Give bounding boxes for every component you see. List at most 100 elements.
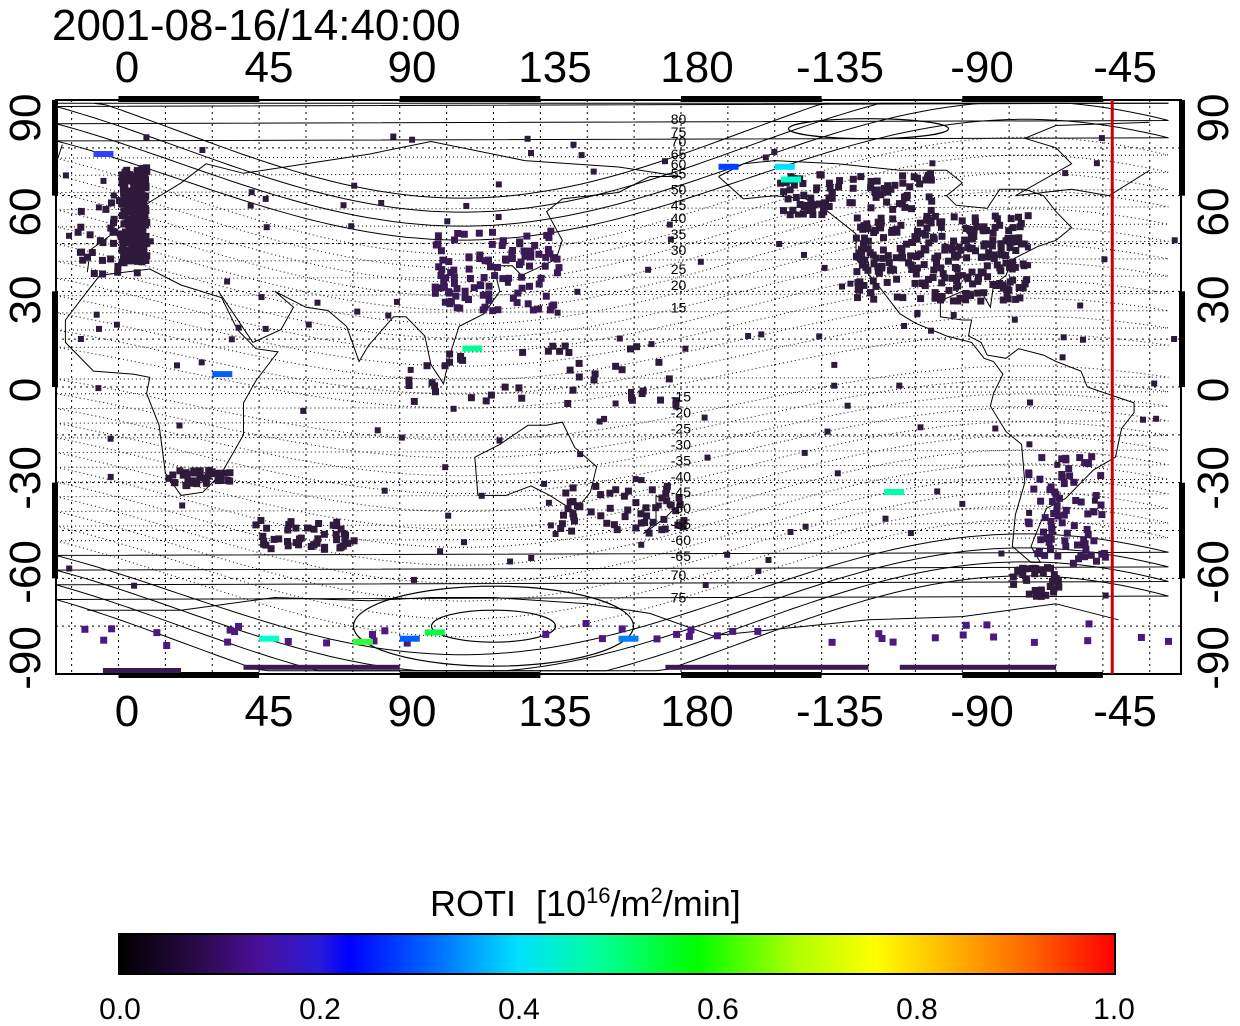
roti-point [518, 273, 526, 281]
roti-point [1031, 587, 1039, 594]
coastline [86, 140, 682, 273]
roti-point [123, 248, 131, 256]
contour-label: 70 [671, 567, 687, 583]
roti-point [556, 347, 564, 355]
roti-point [828, 188, 836, 196]
roti-point [801, 251, 807, 258]
contour-label: 45 [671, 197, 687, 213]
roti-point [853, 214, 861, 222]
roti-point [765, 557, 772, 563]
roti-point [908, 266, 916, 273]
coastline [87, 596, 1119, 637]
contour-label: -15 [671, 389, 691, 405]
roti-point [562, 489, 570, 497]
roti-point [889, 638, 897, 646]
roti-point [235, 622, 242, 630]
roti-point [450, 266, 458, 274]
roti-point [859, 240, 867, 248]
roti-point [924, 174, 931, 182]
roti-point [697, 258, 704, 265]
roti-point [198, 359, 205, 366]
roti-point [1093, 160, 1100, 167]
roti-point [120, 258, 128, 265]
roti-point [799, 180, 807, 187]
roti-point [275, 535, 283, 543]
roti-point [1006, 244, 1014, 251]
roti-point [495, 181, 502, 188]
roti-point [672, 507, 680, 515]
roti-point [1062, 506, 1070, 514]
roti-point [1047, 517, 1055, 525]
roti-point [860, 281, 868, 289]
roti-point [491, 272, 499, 280]
roti-point [918, 229, 926, 237]
bottom-lon-tick-label: -45 [1093, 687, 1157, 736]
bottom-lon-tick-label: 90 [387, 687, 437, 736]
roti-point [925, 193, 933, 201]
roti-point [535, 305, 543, 313]
roti-point [658, 494, 666, 502]
roti-point [997, 244, 1005, 252]
roti-point [381, 627, 389, 635]
timestamp-title: 2001-08-16/14:40:00 [52, 1, 461, 50]
roti-point [1063, 529, 1071, 537]
roti-point [755, 567, 762, 574]
roti-point [569, 386, 577, 394]
roti-point [62, 172, 69, 179]
roti-point [1054, 552, 1062, 560]
roti-point [138, 258, 146, 266]
roti-point [342, 531, 350, 539]
roti-point [142, 176, 149, 184]
roti-point [927, 176, 935, 184]
roti-point [1036, 475, 1044, 483]
contour-label: 40 [671, 210, 687, 226]
roti-point [831, 361, 838, 368]
roti-point [457, 352, 465, 360]
roti-point [938, 279, 946, 287]
roti-point [590, 376, 598, 384]
roti-point [663, 497, 671, 505]
roti-point [857, 173, 865, 181]
roti-point [79, 256, 87, 264]
contour-label: -55 [671, 516, 691, 532]
roti-point [1165, 637, 1172, 645]
top-lon-tick-label: 180 [660, 43, 734, 92]
roti-point [499, 238, 507, 246]
roti-point [1091, 497, 1098, 504]
roti-point [1082, 545, 1090, 553]
roti-point [803, 201, 811, 209]
roti-point [1009, 224, 1017, 232]
roti-point [132, 181, 140, 189]
roti-point [134, 177, 142, 185]
roti-point [875, 269, 883, 277]
roti-point [1084, 510, 1092, 518]
roti-point [1171, 336, 1178, 342]
roti-point [948, 274, 956, 282]
roti-point [136, 210, 144, 218]
roti-point [920, 261, 928, 269]
roti-point [1056, 494, 1063, 502]
roti-point [470, 284, 478, 292]
roti-point [1077, 552, 1085, 560]
roti-point [81, 625, 89, 633]
roti-point [591, 370, 599, 378]
roti-point [74, 228, 82, 236]
roti-point [1060, 511, 1068, 519]
roti-point [997, 240, 1005, 248]
roti-point [899, 254, 906, 262]
roti-point [524, 135, 531, 142]
roti-point [136, 228, 144, 236]
roti-point [125, 235, 133, 243]
roti-point [1009, 573, 1017, 581]
roti-point [954, 297, 962, 305]
roti-point [628, 394, 635, 402]
roti-point [113, 321, 120, 328]
roti-point [557, 525, 565, 532]
roti-point [137, 166, 145, 174]
roti-point [488, 240, 496, 248]
roti-data-points [62, 133, 1178, 673]
roti-point [564, 400, 572, 407]
contour-line [55, 279, 1169, 367]
roti-point [1077, 302, 1084, 309]
roti-point [545, 499, 552, 506]
